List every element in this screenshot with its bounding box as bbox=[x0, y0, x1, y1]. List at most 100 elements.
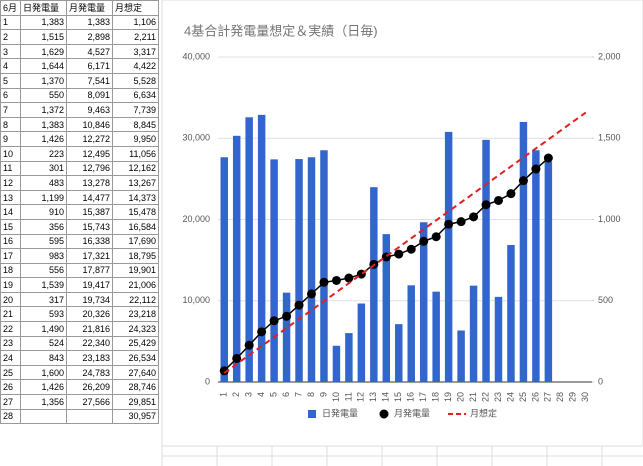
point bbox=[244, 340, 254, 350]
bar bbox=[507, 245, 515, 382]
point bbox=[232, 353, 242, 363]
point bbox=[406, 244, 416, 254]
y-tick-label: 0 bbox=[205, 376, 210, 386]
legend-label: 月発電量 bbox=[394, 407, 430, 418]
table-cell[interactable]: 28 bbox=[0, 408, 21, 425]
bar bbox=[519, 122, 528, 382]
x-tick-label: 11 bbox=[343, 392, 353, 401]
x-tick-label: 16 bbox=[406, 392, 416, 402]
table-cell[interactable]: 17,690 bbox=[112, 233, 159, 250]
table-cell[interactable]: 30,957 bbox=[112, 408, 159, 425]
table-row: 18 556 17,877 19,901 bbox=[0, 262, 159, 279]
y-tick-label: 40,000 bbox=[182, 51, 210, 61]
y2-tick-label: 500 bbox=[598, 295, 613, 305]
table-row: 28 30,957 bbox=[0, 408, 159, 425]
point bbox=[531, 164, 541, 174]
table-row: 27 1,356 27,566 29,851 bbox=[0, 394, 159, 410]
bar bbox=[395, 324, 403, 382]
y2-tick-label: 0 bbox=[598, 376, 603, 386]
chart-title: 4基合計発電量想定＆実績（日毎) bbox=[184, 23, 378, 38]
bar bbox=[282, 292, 291, 382]
point bbox=[518, 176, 528, 186]
point bbox=[444, 219, 454, 229]
x-tick-label: 23 bbox=[493, 392, 503, 402]
table-row: 8 1,383 10,846 8,845 bbox=[0, 116, 159, 133]
bar bbox=[232, 135, 241, 382]
point bbox=[469, 212, 479, 222]
x-tick-label: 3 bbox=[244, 392, 254, 397]
y-tick-label: 20,000 bbox=[182, 214, 210, 224]
x-tick-label: 13 bbox=[368, 392, 378, 402]
bar bbox=[494, 296, 503, 382]
point bbox=[481, 200, 491, 210]
x-tick-label: 26 bbox=[530, 392, 540, 402]
table-row: 11 301 12,796 12,162 bbox=[0, 160, 159, 177]
x-tick-label: 24 bbox=[505, 392, 515, 402]
bar bbox=[245, 117, 253, 382]
y-tick-label: 30,000 bbox=[182, 133, 210, 143]
point bbox=[269, 316, 279, 326]
table-row: 7 1,372 9,463 7,739 bbox=[0, 102, 159, 118]
legend-swatch bbox=[379, 409, 389, 419]
y2-tick-label: 2,000 bbox=[598, 51, 621, 61]
dashed-line bbox=[223, 111, 587, 374]
x-tick-label: 21 bbox=[468, 392, 478, 402]
point bbox=[319, 277, 329, 287]
table-row: 26 1,426 26,209 28,746 bbox=[0, 379, 159, 396]
x-tick-label: 9 bbox=[318, 392, 328, 397]
table-row: 6月 日発電量 月発電量 月想定 bbox=[0, 0, 159, 16]
x-tick-label: 8 bbox=[306, 392, 316, 397]
x-tick-label: 5 bbox=[268, 392, 278, 397]
x-tick-label: 12 bbox=[356, 392, 366, 402]
legend-label: 日発電量 bbox=[322, 407, 358, 418]
point bbox=[431, 232, 441, 242]
point bbox=[419, 236, 429, 246]
x-tick-label: 27 bbox=[543, 392, 553, 402]
x-tick-label: 10 bbox=[331, 392, 341, 402]
x-tick-label: 14 bbox=[381, 392, 391, 402]
y-tick-label: 10,000 bbox=[182, 295, 210, 305]
bar bbox=[532, 150, 540, 382]
y2-tick-label: 1,500 bbox=[598, 133, 621, 143]
x-tick-label: 20 bbox=[455, 392, 465, 402]
table-row: 22 1,490 21,816 24,323 bbox=[0, 321, 159, 337]
x-tick-label: 25 bbox=[518, 392, 528, 402]
bar bbox=[257, 114, 266, 382]
table-row: 15 356 15,743 16,584 bbox=[0, 218, 159, 235]
point bbox=[257, 327, 267, 337]
point bbox=[331, 275, 341, 285]
table-row: 5 1,370 7,541 5,528 bbox=[0, 72, 159, 89]
x-tick-label: 19 bbox=[443, 392, 453, 402]
x-tick-label: 7 bbox=[293, 392, 303, 397]
x-tick-label: 1 bbox=[219, 392, 229, 397]
table-cell[interactable]: 5,528 bbox=[112, 72, 159, 89]
table-row: 23 524 22,340 25,429 bbox=[0, 335, 159, 352]
point bbox=[282, 311, 292, 321]
x-tick-label: 29 bbox=[568, 392, 578, 402]
point bbox=[294, 300, 304, 310]
x-tick-label: 28 bbox=[555, 392, 565, 402]
bar bbox=[407, 285, 415, 382]
bar bbox=[270, 159, 278, 382]
point bbox=[344, 273, 354, 283]
bar bbox=[382, 234, 391, 382]
table-cell[interactable]: 26,534 bbox=[112, 350, 159, 366]
x-tick-label: 2 bbox=[231, 392, 241, 397]
bar bbox=[220, 157, 228, 382]
point bbox=[494, 195, 503, 205]
x-tick-label: 4 bbox=[256, 392, 266, 397]
point bbox=[219, 366, 229, 376]
bar bbox=[332, 345, 341, 382]
bar bbox=[357, 303, 366, 382]
x-tick-label: 17 bbox=[418, 392, 428, 402]
point bbox=[543, 153, 553, 163]
bar bbox=[482, 139, 490, 382]
bar bbox=[457, 330, 465, 382]
table-row: 2 1,515 2,898 2,211 bbox=[0, 29, 159, 45]
bar bbox=[544, 161, 553, 382]
x-tick-label: 6 bbox=[281, 392, 291, 397]
bar bbox=[295, 159, 303, 382]
table-row: 24 843 23,183 26,534 bbox=[0, 350, 159, 366]
